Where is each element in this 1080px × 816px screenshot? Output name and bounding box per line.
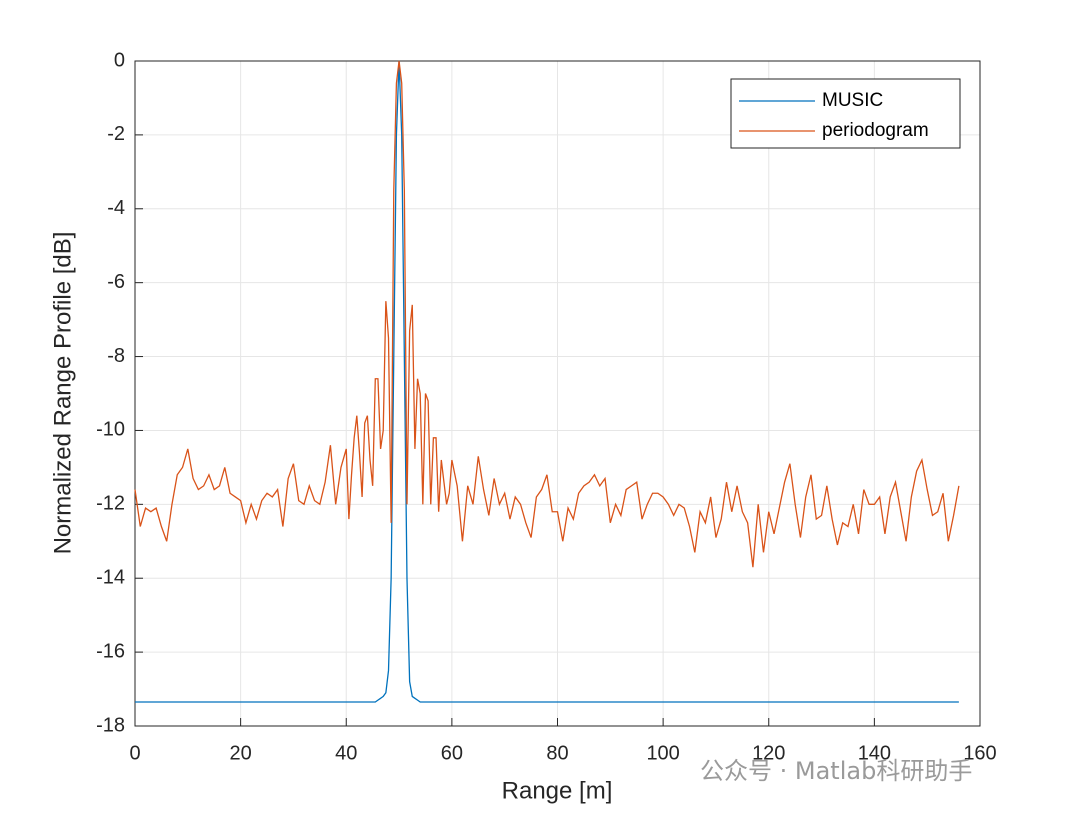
- axes-box: [134, 60, 981, 727]
- x-tick-label: 0: [129, 742, 140, 764]
- x-axis-label: Range [m]: [502, 777, 613, 804]
- y-tick-label: -8: [107, 345, 125, 367]
- legend-label: periodogram: [822, 120, 929, 141]
- watermark: 公众号 · Matlab科研助手: [700, 757, 972, 785]
- x-tick-label: 140: [858, 742, 891, 764]
- x-tick-label: 60: [441, 742, 463, 764]
- y-tick-label: -4: [107, 197, 125, 219]
- data-line: [134, 60, 960, 568]
- y-tick-label: -2: [107, 123, 125, 145]
- x-tick-label: 80: [546, 742, 568, 764]
- y-tick-label: -16: [96, 640, 125, 662]
- x-tick-label: 120: [752, 742, 785, 764]
- y-tick-label: -6: [107, 271, 125, 293]
- legend-label: MUSIC: [822, 90, 883, 111]
- y-tick-label: 0: [114, 49, 125, 71]
- x-tick-label: 160: [963, 742, 996, 764]
- y-tick-label: -14: [96, 567, 125, 589]
- legend: MUSIC periodogram: [730, 78, 961, 149]
- x-tick-label: 100: [646, 742, 679, 764]
- y-axis-label: Normalized Range Profile [dB]: [49, 232, 76, 555]
- y-tick-label: -12: [96, 493, 125, 515]
- data-line: [135, 60, 959, 703]
- y-tick-label: -18: [96, 714, 125, 736]
- y-tick-label: -10: [96, 419, 125, 441]
- legend-box: [730, 78, 961, 149]
- x-tick-label: 40: [335, 742, 357, 764]
- x-tick-label: 20: [230, 742, 252, 764]
